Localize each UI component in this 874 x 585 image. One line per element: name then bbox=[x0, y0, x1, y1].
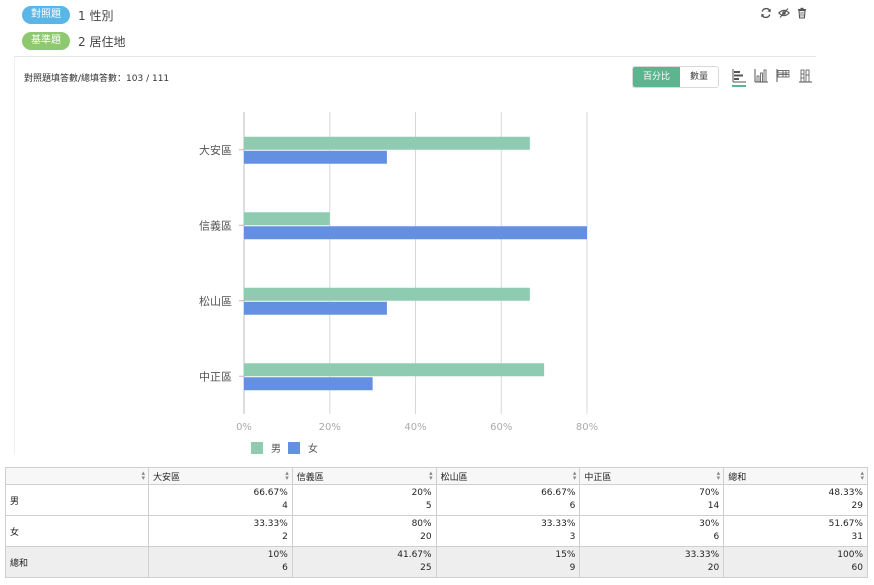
refresh-icon[interactable] bbox=[760, 7, 772, 19]
table-cell: 33.33% 3 bbox=[435, 515, 581, 547]
table-cell: 51.67% 31 bbox=[723, 515, 868, 547]
stacked-horizontal-icon[interactable] bbox=[776, 68, 790, 84]
table-header-cell[interactable]: 中正區 ▴ ▾ bbox=[579, 467, 725, 485]
percent-mode-button[interactable]: 百分比 bbox=[633, 67, 681, 87]
category-label: 大安區 bbox=[199, 143, 232, 157]
chart-type-selector bbox=[732, 68, 812, 87]
table-cell: 41.67% 25 bbox=[291, 546, 437, 578]
base-question-badge: 基準題 bbox=[22, 32, 70, 50]
table-cell: 66.67% 4 bbox=[148, 484, 293, 516]
response-summary: 對照題填答數/總填答數：103 / 111 bbox=[24, 74, 170, 84]
table-cell: 10% 6 bbox=[148, 546, 293, 578]
table-row: 女 33.33% 2 80% 20 33.33% 3 30% 6 51.67% 31 bbox=[5, 515, 868, 547]
table-cell: 33.33% 20 bbox=[579, 546, 725, 578]
table-cell: 70% 14 bbox=[579, 484, 725, 516]
table-cell: 48.33% 29 bbox=[723, 484, 868, 516]
table-header-row: ▴ ▾ 大安區 ▴ ▾ 信義區 ▴ ▾ 松山區 ▴ ▾ 中正區 ▴ ▾ 總和 ▴ ▾ bbox=[5, 467, 868, 485]
x-tick-label: 20% bbox=[319, 422, 341, 433]
x-tick-label: 0% bbox=[236, 422, 252, 433]
header-actions bbox=[760, 7, 808, 19]
legend-label: 男 bbox=[271, 443, 281, 455]
category-label: 信義區 bbox=[199, 218, 232, 232]
crosstab-table: ▴ ▾ 大安區 ▴ ▾ 信義區 ▴ ▾ 松山區 ▴ ▾ 中正區 ▴ ▾ 總和 ▴ ▾ 男 66.67%… bbox=[5, 467, 868, 578]
stacked-vertical-icon[interactable] bbox=[798, 68, 812, 84]
trash-icon[interactable] bbox=[796, 7, 808, 19]
legend-swatch bbox=[251, 442, 263, 454]
bar-female bbox=[244, 150, 387, 164]
table-header-cell[interactable]: 大安區 ▴ ▾ bbox=[148, 467, 293, 485]
bar-male bbox=[244, 212, 330, 226]
table-cell: 80% 20 bbox=[291, 515, 437, 547]
table-cell: 100% 60 bbox=[723, 546, 868, 578]
x-tick-label: 40% bbox=[404, 422, 426, 433]
bar-male bbox=[244, 287, 530, 301]
table-cell: 30% 6 bbox=[579, 515, 725, 547]
base-question-title: 2 居住地 bbox=[78, 34, 126, 49]
legend-swatch bbox=[288, 442, 300, 454]
table-header-cell[interactable]: ▴ ▾ bbox=[5, 467, 149, 485]
row-label: 女 bbox=[5, 515, 149, 547]
panel-border bbox=[14, 57, 15, 455]
table-header-cell[interactable]: 信義區 ▴ ▾ bbox=[291, 467, 437, 485]
count-mode-button[interactable]: 數量 bbox=[680, 67, 719, 87]
question-header: 對照題 1 性別 基準題 2 居住地 bbox=[22, 4, 822, 56]
legend-label: 女 bbox=[308, 442, 318, 455]
table-header-cell[interactable]: 總和 ▴ ▾ bbox=[723, 467, 868, 485]
vertical-bar-icon[interactable] bbox=[754, 68, 768, 84]
table-header-cell[interactable]: 松山區 ▴ ▾ bbox=[435, 467, 581, 485]
table-row: 男 66.67% 4 20% 5 66.67% 6 70% 14 48.33% 29 bbox=[5, 484, 868, 516]
header-divider bbox=[14, 56, 816, 57]
table-total-row: 總和 10% 6 41.67% 25 15% 9 33.33% 20 100% 60 bbox=[5, 546, 868, 578]
bar-male bbox=[244, 136, 530, 150]
eye-icon[interactable] bbox=[778, 7, 790, 19]
control-question-row: 對照題 1 性別 bbox=[22, 4, 822, 26]
row-label: 總和 bbox=[5, 546, 149, 578]
category-label: 中正區 bbox=[199, 370, 232, 383]
table-cell: 15% 9 bbox=[435, 546, 581, 578]
control-question-title: 1 性別 bbox=[78, 8, 114, 23]
display-mode-toggle: 百分比 數量 bbox=[632, 66, 720, 88]
x-tick-label: 60% bbox=[490, 422, 512, 433]
bar-male bbox=[244, 363, 545, 377]
bar-female bbox=[244, 377, 373, 391]
horizontal-bar-icon[interactable] bbox=[732, 68, 746, 87]
table-cell: 20% 5 bbox=[291, 484, 437, 516]
row-label: 男 bbox=[5, 484, 149, 516]
category-label: 松山區 bbox=[199, 294, 232, 308]
table-cell: 33.33% 2 bbox=[148, 515, 293, 547]
control-question-badge: 對照題 bbox=[22, 6, 70, 24]
bar-female bbox=[244, 301, 387, 315]
base-question-row: 基準題 2 居住地 bbox=[22, 30, 822, 52]
bar-female bbox=[244, 226, 587, 240]
x-tick-label: 80% bbox=[576, 422, 598, 433]
table-cell: 66.67% 6 bbox=[435, 484, 581, 516]
